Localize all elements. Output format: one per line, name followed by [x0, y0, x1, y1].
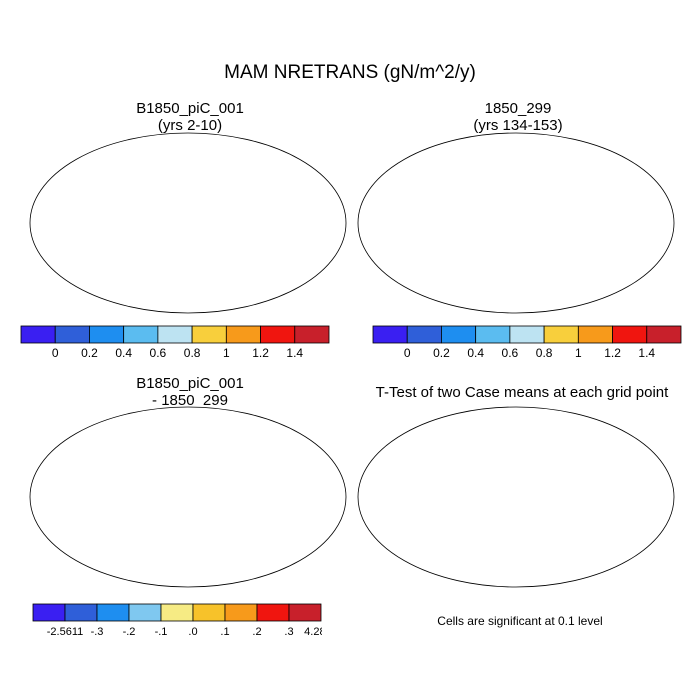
- colorbar-c-swatch: [224, 603, 258, 622]
- panel-c-title: B1850_piC_001 - 1850_299: [30, 375, 350, 409]
- colorbar-a-tick-label: 0.8: [184, 346, 201, 360]
- colorbar-a-tick-label: 0.6: [150, 346, 167, 360]
- panel-c-title-line1: B1850_piC_001: [136, 375, 244, 392]
- colorbar-b-swatch: [372, 325, 408, 344]
- panel-a-title-line1: B1850_piC_001: [136, 100, 244, 117]
- map-panel-c: [29, 406, 347, 588]
- colorbar-a-tick-label: 1.4: [286, 346, 303, 360]
- colorbar-c-swatch: [128, 603, 162, 622]
- colorbar-b-swatch: [509, 325, 545, 344]
- colorbar-a-tick-label: 0: [52, 346, 59, 360]
- map-panel-b: [357, 132, 675, 314]
- panel-a-title-line2: (yrs 2-10): [157, 117, 223, 134]
- panel-b-title-line1: 1850_299: [484, 100, 552, 117]
- colorbar-b-tick-label: 0: [404, 346, 411, 360]
- colorbar-a-swatch: [20, 325, 56, 344]
- colorbar-b-swatch: [406, 325, 442, 344]
- colorbar-a-swatch: [294, 325, 330, 344]
- colorbar-c-svg: -2.5611 -.3 -.2 -.1 .0 .1 .2 .3 4.2808: [32, 603, 338, 638]
- colorbar-c-swatch: [64, 603, 98, 622]
- colorbar-b-tick-label: 0.4: [467, 346, 484, 360]
- colorbar-b-tick-label: 0.2: [433, 346, 450, 360]
- colorbar-c-swatch: [288, 603, 322, 622]
- panel-c-title-line2: - 1850_299: [152, 392, 228, 409]
- colorbar-c-tick-label: .2: [252, 626, 261, 638]
- colorbar-a-swatch: [89, 325, 125, 344]
- colorbar-c: -2.5611 -.3 -.2 -.1 .0 .1 .2 .3 4.2808: [32, 603, 338, 639]
- map-panel-d: [357, 406, 675, 588]
- colorbar-a-tick-label: 0.2: [81, 346, 98, 360]
- colorbar-b-tick-label: 1.2: [604, 346, 621, 360]
- colorbar-a-tick-label: 1: [223, 346, 230, 360]
- colorbar-a-swatch: [260, 325, 296, 344]
- colorbar-b-swatch: [475, 325, 511, 344]
- colorbar-c-swatch: [192, 603, 226, 622]
- colorbar-c-tick-label: -.2: [123, 626, 136, 638]
- colorbar-b-tick-label: 0.8: [536, 346, 553, 360]
- figure-title: MAM NRETRANS (gN/m^2/y): [224, 62, 476, 83]
- colorbar-c-swatch: [160, 603, 194, 622]
- colorbar-a-svg: 0 0.2 0.4 0.6 0.8 1 1.2 1.4: [20, 325, 330, 360]
- colorbar-b-tick-label: 0.6: [502, 346, 519, 360]
- colorbar-c-tick-label: .0: [188, 626, 197, 638]
- colorbar-a-swatch: [123, 325, 159, 344]
- colorbar-a-swatch: [157, 325, 193, 344]
- colorbar-b-tick-label: 1.4: [638, 346, 655, 360]
- panel-a-title: B1850_piC_001 (yrs 2-10): [30, 100, 350, 134]
- map-panel-a: [29, 132, 347, 314]
- colorbar-a-swatch: [191, 325, 227, 344]
- colorbar-c-tick-label: -2.5611: [47, 626, 84, 638]
- colorbar-c-swatch: [96, 603, 130, 622]
- colorbar-c-swatch: [256, 603, 290, 622]
- colorbar-a-tick-label: 1.2: [252, 346, 269, 360]
- significance-note: Cells are significant at 0.1 level: [437, 614, 603, 628]
- colorbar-a-swatch: [54, 325, 90, 344]
- colorbar-c-tick-label: .1: [220, 626, 229, 638]
- colorbar-c-tick-label: .3: [284, 626, 293, 638]
- colorbar-b-svg: 0 0.2 0.4 0.6 0.8 1 1.2 1.4: [372, 325, 682, 360]
- colorbar-c-tick-label: -.1: [155, 626, 168, 638]
- colorbar-b-swatch: [441, 325, 477, 344]
- colorbar-c-tick-label: 4.2808: [304, 626, 322, 638]
- panel-b-title-line2: (yrs 134-153): [473, 117, 563, 134]
- colorbar-a: 0 0.2 0.4 0.6 0.8 1 1.2 1.4: [20, 325, 330, 361]
- colorbar-c-tick-label: -.3: [91, 626, 104, 638]
- colorbar-b-swatch: [577, 325, 613, 344]
- colorbar-b: 0 0.2 0.4 0.6 0.8 1 1.2 1.4: [372, 325, 682, 361]
- colorbar-b-tick-label: 1: [575, 346, 582, 360]
- colorbar-c-swatch: [32, 603, 66, 622]
- panel-b-title: 1850_299 (yrs 134-153): [358, 100, 678, 134]
- colorbar-b-swatch: [646, 325, 682, 344]
- panel-d-title-line1: T-Test of two Case means at each grid po…: [375, 384, 669, 401]
- colorbar-b-swatch: [612, 325, 648, 344]
- colorbar-b-swatch: [543, 325, 579, 344]
- colorbar-a-swatch: [225, 325, 261, 344]
- colorbar-a-tick-label: 0.4: [115, 346, 132, 360]
- panel-d-title: T-Test of two Case means at each grid po…: [352, 384, 692, 401]
